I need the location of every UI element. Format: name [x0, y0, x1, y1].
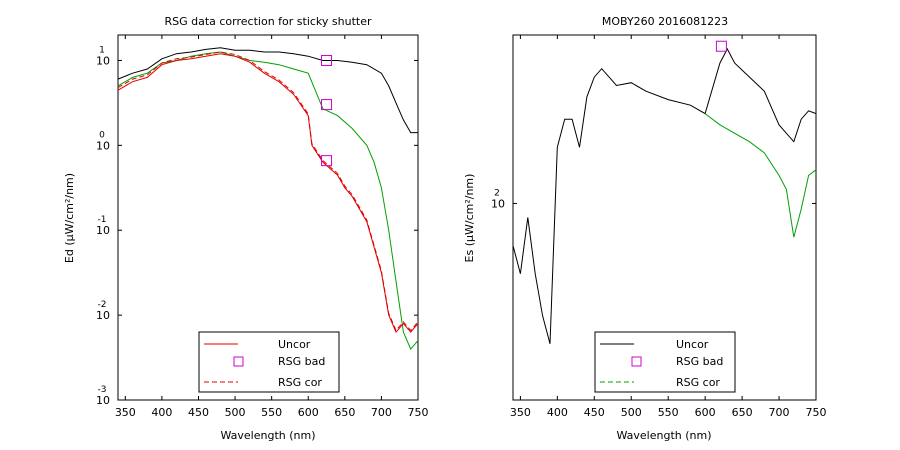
- left-x-tick-label: 650: [334, 406, 355, 419]
- right-legend-label-rsg-bad: RSG bad: [676, 355, 723, 368]
- left-x-tick-label: 550: [261, 406, 282, 419]
- left-marker-rsg-bad: [321, 99, 333, 111]
- right-x-ticks: 350 400 450 500 550 600 650 700 750: [510, 35, 827, 419]
- right-legend-label-rsg-cor: RSG cor: [676, 376, 720, 389]
- left-marker-rsg-bad: [321, 155, 333, 167]
- left-series-line-3: [117, 51, 419, 332]
- left-x-tick-label: 600: [298, 406, 319, 419]
- left-x-ticks: 350 400 450 500 550 600 650 700 750: [115, 35, 429, 419]
- right-y-ticks: 102: [491, 188, 816, 210]
- right-x-tick-label: 600: [695, 406, 716, 419]
- left-plot-frame: [117, 34, 419, 401]
- left-y-tick-label-base: 10: [96, 224, 110, 237]
- left-y-tick-label-base: 10: [96, 139, 110, 152]
- left-y-tick-label-exponent: 1: [99, 45, 105, 55]
- left-series-line-0: [117, 47, 418, 134]
- left-legend: Uncor RSG bad RSG cor: [198, 331, 340, 393]
- left-y-tick-label-exponent: -2: [98, 300, 107, 310]
- right-x-tick-label: 750: [806, 406, 827, 419]
- right-series-line-0: [512, 47, 817, 344]
- right-legend-label-uncor: Uncor: [676, 338, 709, 351]
- left-series-line-2: [117, 53, 419, 334]
- right-chart-panel: MOBY260 2016081223 350 400 450 500 550 600 650…: [463, 15, 827, 442]
- right-x-tick-label: 450: [584, 406, 605, 419]
- right-legend: Uncor RSG bad RSG cor: [594, 331, 736, 393]
- left-legend-label-rsg-cor: RSG cor: [278, 376, 322, 389]
- right-x-tick-label: 500: [621, 406, 642, 419]
- left-x-tick-label: 750: [408, 406, 429, 419]
- right-x-tick-label: 650: [732, 406, 753, 419]
- left-y-tick-label-base: 10: [96, 309, 110, 322]
- left-chart-title: RSG data correction for sticky shutter: [164, 15, 372, 28]
- right-x-tick-label: 350: [510, 406, 531, 419]
- left-chart-panel: RSG data correction for sticky shutter 3…: [63, 15, 429, 442]
- left-y-tick-label-exponent: -3: [98, 385, 107, 395]
- left-y-axis-label: Ed (µW/cm²/nm): [63, 173, 76, 263]
- left-legend-label-rsg-bad: RSG bad: [278, 355, 325, 368]
- right-legend-square-rsg-bad: [631, 356, 642, 367]
- left-x-tick-label: 350: [115, 406, 136, 419]
- left-x-tick-label: 400: [151, 406, 172, 419]
- right-x-tick-label: 700: [769, 406, 790, 419]
- right-y-tick-label-base: 10: [491, 197, 505, 210]
- left-x-tick-label: 500: [225, 406, 246, 419]
- right-x-tick-label: 400: [547, 406, 568, 419]
- left-marker-rsg-bad: [321, 54, 333, 66]
- right-plot-frame: [512, 34, 817, 401]
- left-legend-square-rsg-bad: [233, 356, 244, 367]
- left-y-tick-label-exponent: 0: [99, 130, 105, 140]
- right-y-tick-label-exponent: 2: [494, 188, 500, 198]
- left-x-tick-label: 700: [371, 406, 392, 419]
- right-x-axis-label: Wavelength (nm): [616, 429, 711, 442]
- right-plot-area: [512, 40, 817, 344]
- right-chart-title: MOBY260 2016081223: [602, 15, 728, 28]
- right-y-axis-label: Es (µW/cm²/nm): [463, 174, 476, 263]
- left-y-tick-label-base: 10: [96, 54, 110, 67]
- left-plot-area: [117, 47, 419, 351]
- left-x-tick-label: 450: [188, 406, 209, 419]
- left-legend-label-uncor: Uncor: [278, 338, 311, 351]
- right-marker-rsg-bad: [715, 40, 727, 52]
- right-x-tick-label: 550: [658, 406, 679, 419]
- left-y-tick-label-base: 10: [96, 394, 110, 407]
- left-x-axis-label: Wavelength (nm): [220, 429, 315, 442]
- left-y-tick-label-exponent: -1: [98, 215, 107, 225]
- right-series-line-1: [704, 113, 817, 238]
